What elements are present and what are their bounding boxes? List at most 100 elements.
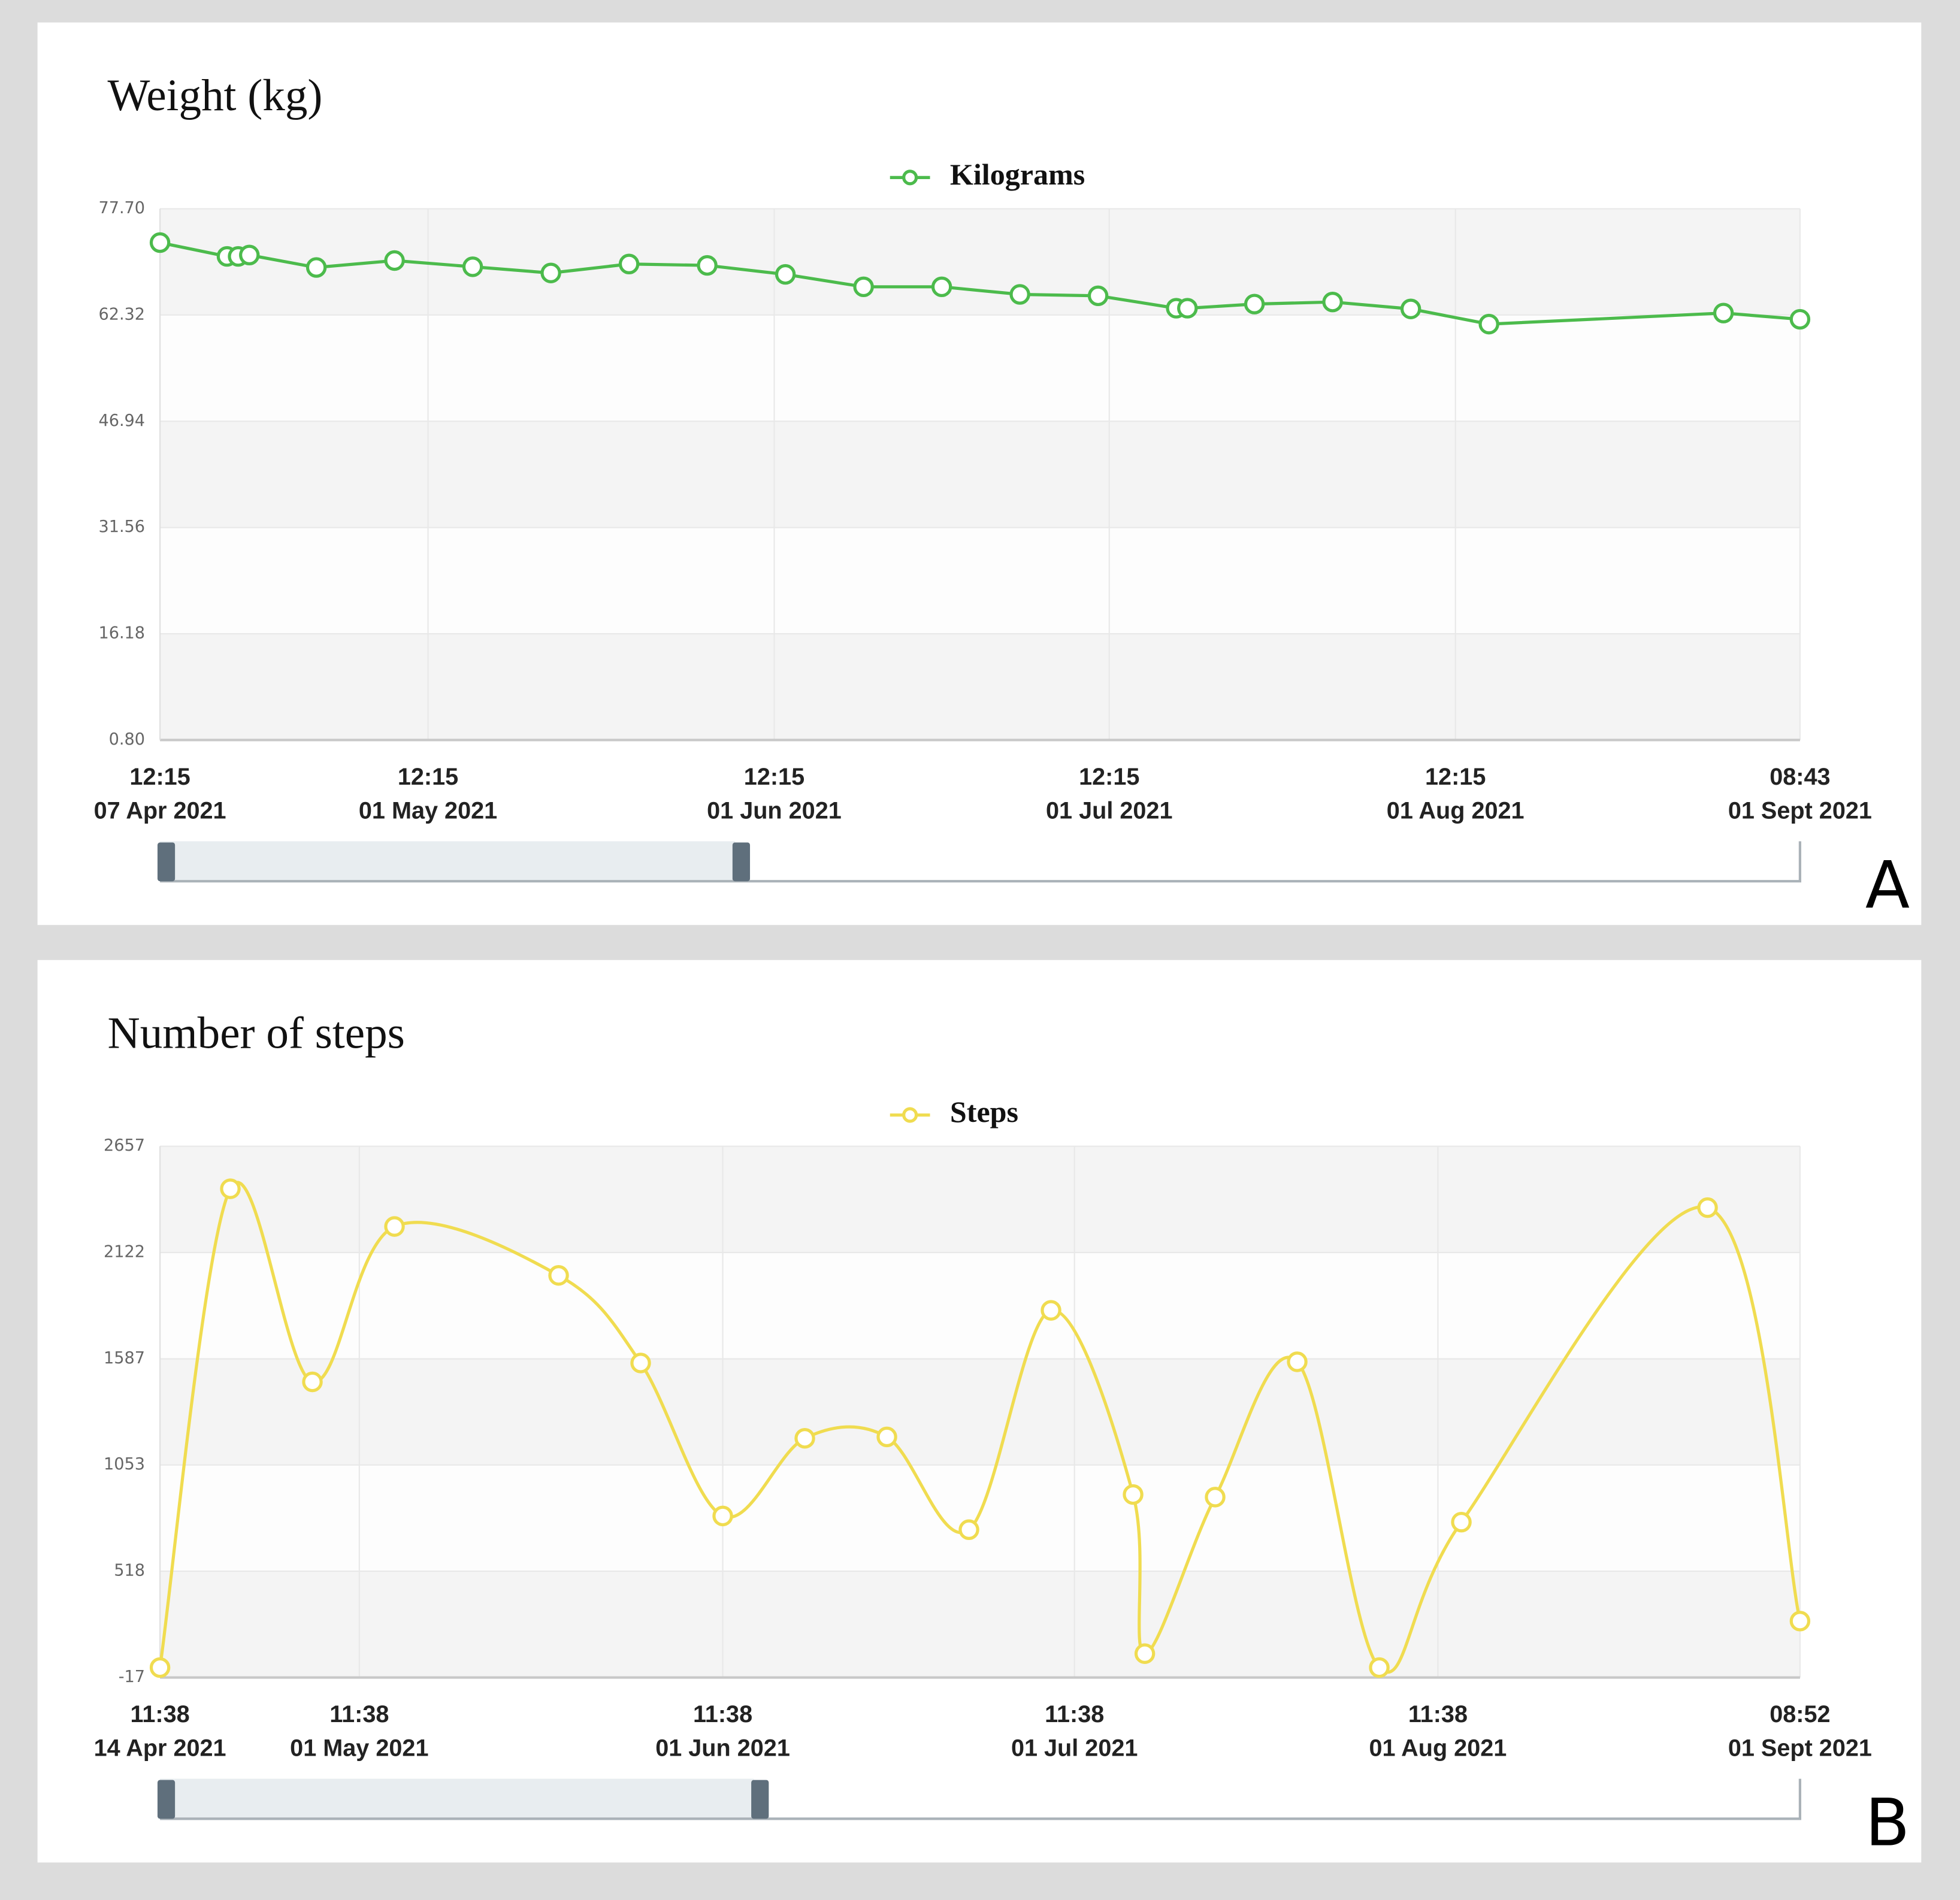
x-tick-label: 12:15 01 Jul 2021 — [1046, 764, 1172, 824]
y-tick-label: 518 — [114, 1562, 145, 1580]
legend-marker — [902, 1107, 918, 1123]
navigator-handle — [157, 1780, 176, 1819]
x-tick-time: 11:38 — [693, 1702, 752, 1728]
x-tick-time: 12:15 — [1425, 764, 1486, 791]
x-tick-label: 12:15 07 Apr 2021 — [94, 764, 226, 824]
data-point — [1123, 1484, 1144, 1505]
data-point — [1244, 294, 1265, 314]
y-tick-label: 16.18 — [98, 624, 145, 643]
y-tick-label: 31.56 — [98, 518, 145, 536]
data-point — [931, 276, 952, 298]
grid-band — [160, 1359, 1800, 1465]
data-point — [1697, 1197, 1718, 1218]
navigator-outline — [160, 1778, 1801, 1820]
x-tick-time: 11:38 — [1408, 1702, 1468, 1728]
x-tick-label: 12:15 01 Jun 2021 — [707, 764, 842, 824]
navigator-handle — [751, 1780, 769, 1819]
data-point — [1009, 284, 1030, 305]
navigator-handle — [157, 842, 176, 882]
data-point — [239, 244, 260, 265]
y-tick-label: -17 — [119, 1668, 145, 1686]
grid-band — [160, 1465, 1800, 1572]
x-tick-label: 11:38 14 Apr 2021 — [94, 1702, 226, 1762]
y-tick-label: 2122 — [104, 1243, 145, 1261]
navigator-selected — [160, 841, 735, 882]
x-tick-label: 08:43 01 Sept 2021 — [1728, 764, 1872, 824]
x-tick-time: 12:15 — [744, 764, 804, 791]
data-point — [775, 264, 796, 285]
x-tick-time: 11:38 — [1045, 1702, 1104, 1728]
legend-label: Steps — [950, 1095, 1018, 1128]
x-tick-time: 08:43 — [1770, 764, 1830, 791]
data-point — [697, 255, 718, 276]
data-point — [712, 1505, 733, 1527]
data-point — [958, 1519, 979, 1540]
x-tick-label: 11:38 01 Jun 2021 — [655, 1702, 790, 1762]
y-tick-label: 1053 — [104, 1455, 145, 1474]
x-tick-label: 12:15 01 May 2021 — [359, 764, 497, 824]
data-point — [384, 250, 405, 271]
x-tick-label: 11:38 01 Aug 2021 — [1369, 1702, 1507, 1762]
x-tick-date: 01 Jun 2021 — [707, 798, 842, 824]
data-point — [462, 256, 483, 277]
y-tick-label: 0.80 — [109, 730, 145, 749]
x-tick-time: 12:15 — [398, 764, 458, 791]
data-point — [853, 276, 874, 298]
x-tick-date: 01 Sept 2021 — [1728, 798, 1872, 824]
data-point — [1478, 313, 1499, 335]
data-point — [1451, 1511, 1472, 1533]
x-tick-time: 12:15 — [1079, 764, 1139, 791]
legend-marker — [902, 170, 918, 186]
x-tick-date: 14 Apr 2021 — [94, 1735, 226, 1762]
data-point — [1087, 285, 1109, 307]
grid-band — [160, 1252, 1800, 1359]
x-tick-date: 01 Aug 2021 — [1369, 1735, 1507, 1762]
x-tick-label: 08:52 01 Sept 2021 — [1728, 1702, 1872, 1762]
data-point — [149, 1657, 171, 1678]
x-tick-date: 07 Apr 2021 — [94, 798, 226, 824]
data-point — [1287, 1351, 1308, 1372]
data-point — [876, 1426, 897, 1448]
data-point — [306, 257, 327, 278]
x-tick-date: 01 Jul 2021 — [1046, 798, 1172, 824]
data-point — [1369, 1657, 1390, 1678]
x-tick-date: 01 May 2021 — [359, 798, 497, 824]
data-point — [1177, 298, 1198, 319]
data-point — [618, 253, 640, 274]
data-point — [1322, 291, 1343, 313]
y-tick-label: 1587 — [104, 1349, 145, 1367]
series-line — [158, 1181, 1802, 1674]
data-point — [794, 1427, 815, 1449]
x-tick-time: 11:38 — [329, 1702, 389, 1728]
data-point — [1400, 298, 1421, 319]
data-point — [384, 1216, 405, 1237]
x-tick-time: 11:38 — [131, 1702, 190, 1728]
grid-band — [160, 1571, 1800, 1678]
y-tick-label: 77.70 — [98, 199, 145, 217]
y-tick-label: 62.32 — [98, 305, 145, 323]
x-tick-date: 01 Jun 2021 — [655, 1735, 790, 1762]
data-point — [540, 262, 561, 283]
navigator-handle — [732, 842, 751, 882]
grid-band — [160, 527, 1800, 634]
legend-label: Kilograms — [950, 158, 1085, 191]
data-point — [220, 1178, 241, 1199]
grid-band — [160, 1146, 1800, 1253]
x-tick-date: 01 Aug 2021 — [1387, 798, 1525, 824]
grid-band — [160, 421, 1800, 528]
y-tick-label: 46.94 — [98, 412, 145, 430]
x-tick-time: 12:15 — [129, 764, 190, 791]
y-tick-label: 2657 — [104, 1136, 145, 1155]
x-tick-label: 11:38 01 May 2021 — [290, 1702, 428, 1762]
x-tick-date: 01 Jul 2021 — [1011, 1735, 1138, 1762]
chart-title: Number of steps — [107, 1008, 404, 1058]
x-tick-label: 12:15 01 Aug 2021 — [1387, 764, 1525, 824]
data-point — [630, 1353, 651, 1373]
grid-band — [160, 634, 1800, 740]
grid-band — [160, 208, 1800, 315]
x-tick-label: 11:38 01 Jul 2021 — [1011, 1702, 1138, 1762]
data-point — [1134, 1643, 1156, 1664]
panel-label: B — [1865, 1785, 1910, 1861]
data-point — [1713, 302, 1734, 323]
